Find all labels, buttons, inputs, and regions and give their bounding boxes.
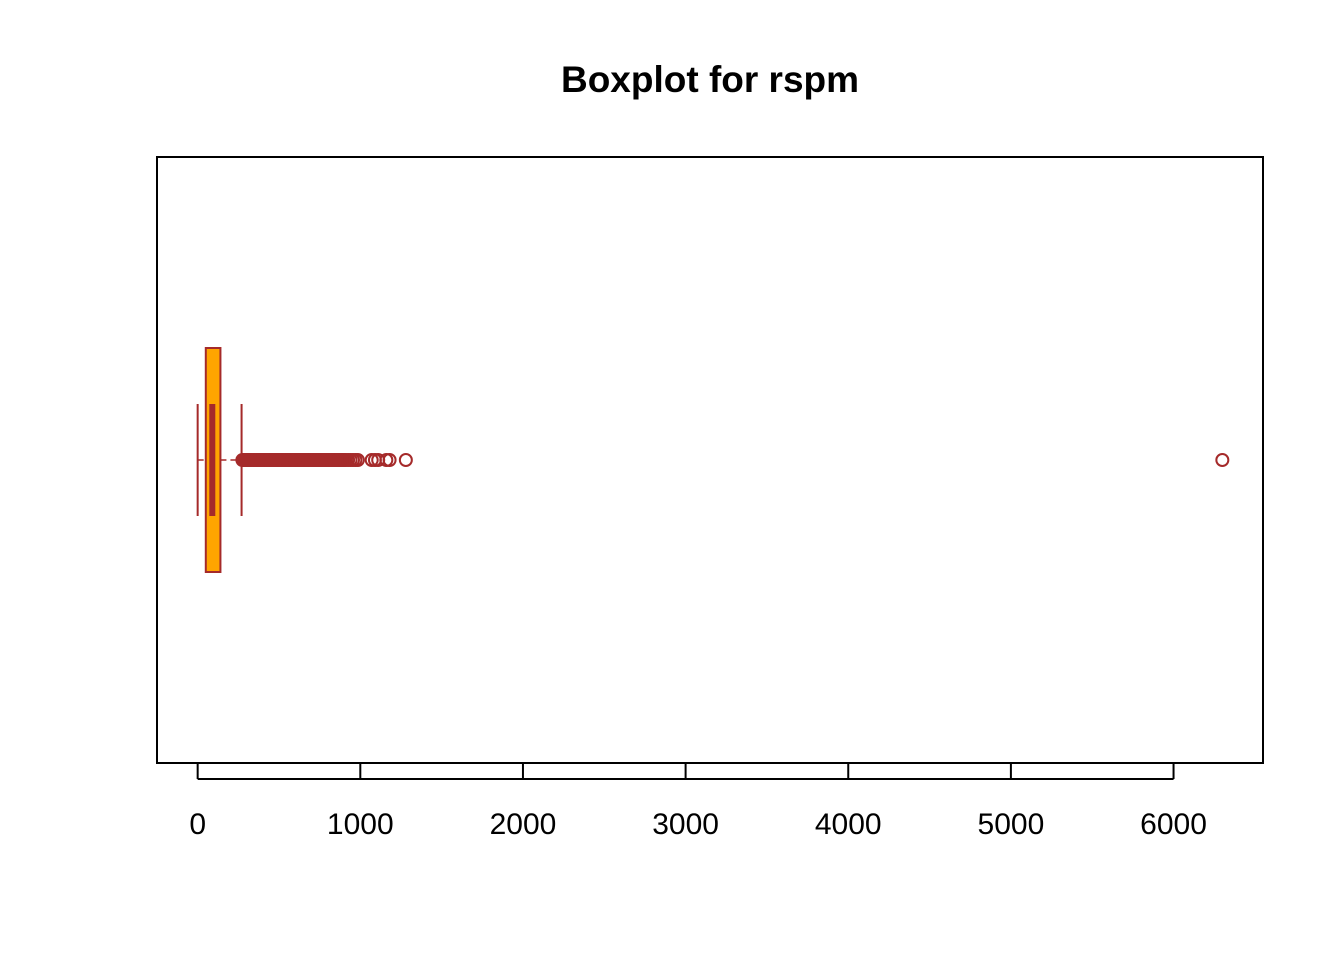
x-tick-label: 1000: [327, 808, 394, 841]
outlier-points: [235, 453, 1230, 467]
outlier-point: [398, 453, 413, 467]
x-tick-label: 3000: [652, 808, 719, 841]
outlier-point: [350, 453, 365, 467]
box-group: [196, 347, 243, 573]
x-tick-label: 5000: [978, 808, 1045, 841]
chart-title: Boxplot for rspm: [561, 59, 859, 100]
outlier-point: [1215, 453, 1230, 467]
x-tick-label: 6000: [1140, 808, 1207, 841]
outlier-point: [382, 453, 397, 467]
x-tick-label: 2000: [490, 808, 557, 841]
plot-frame: [156, 156, 1264, 764]
x-axis: 0 1000 2000 3000 4000 5000 6000: [189, 763, 1207, 841]
x-tick-label: 4000: [815, 808, 882, 841]
x-tick-label: 0: [189, 808, 206, 841]
